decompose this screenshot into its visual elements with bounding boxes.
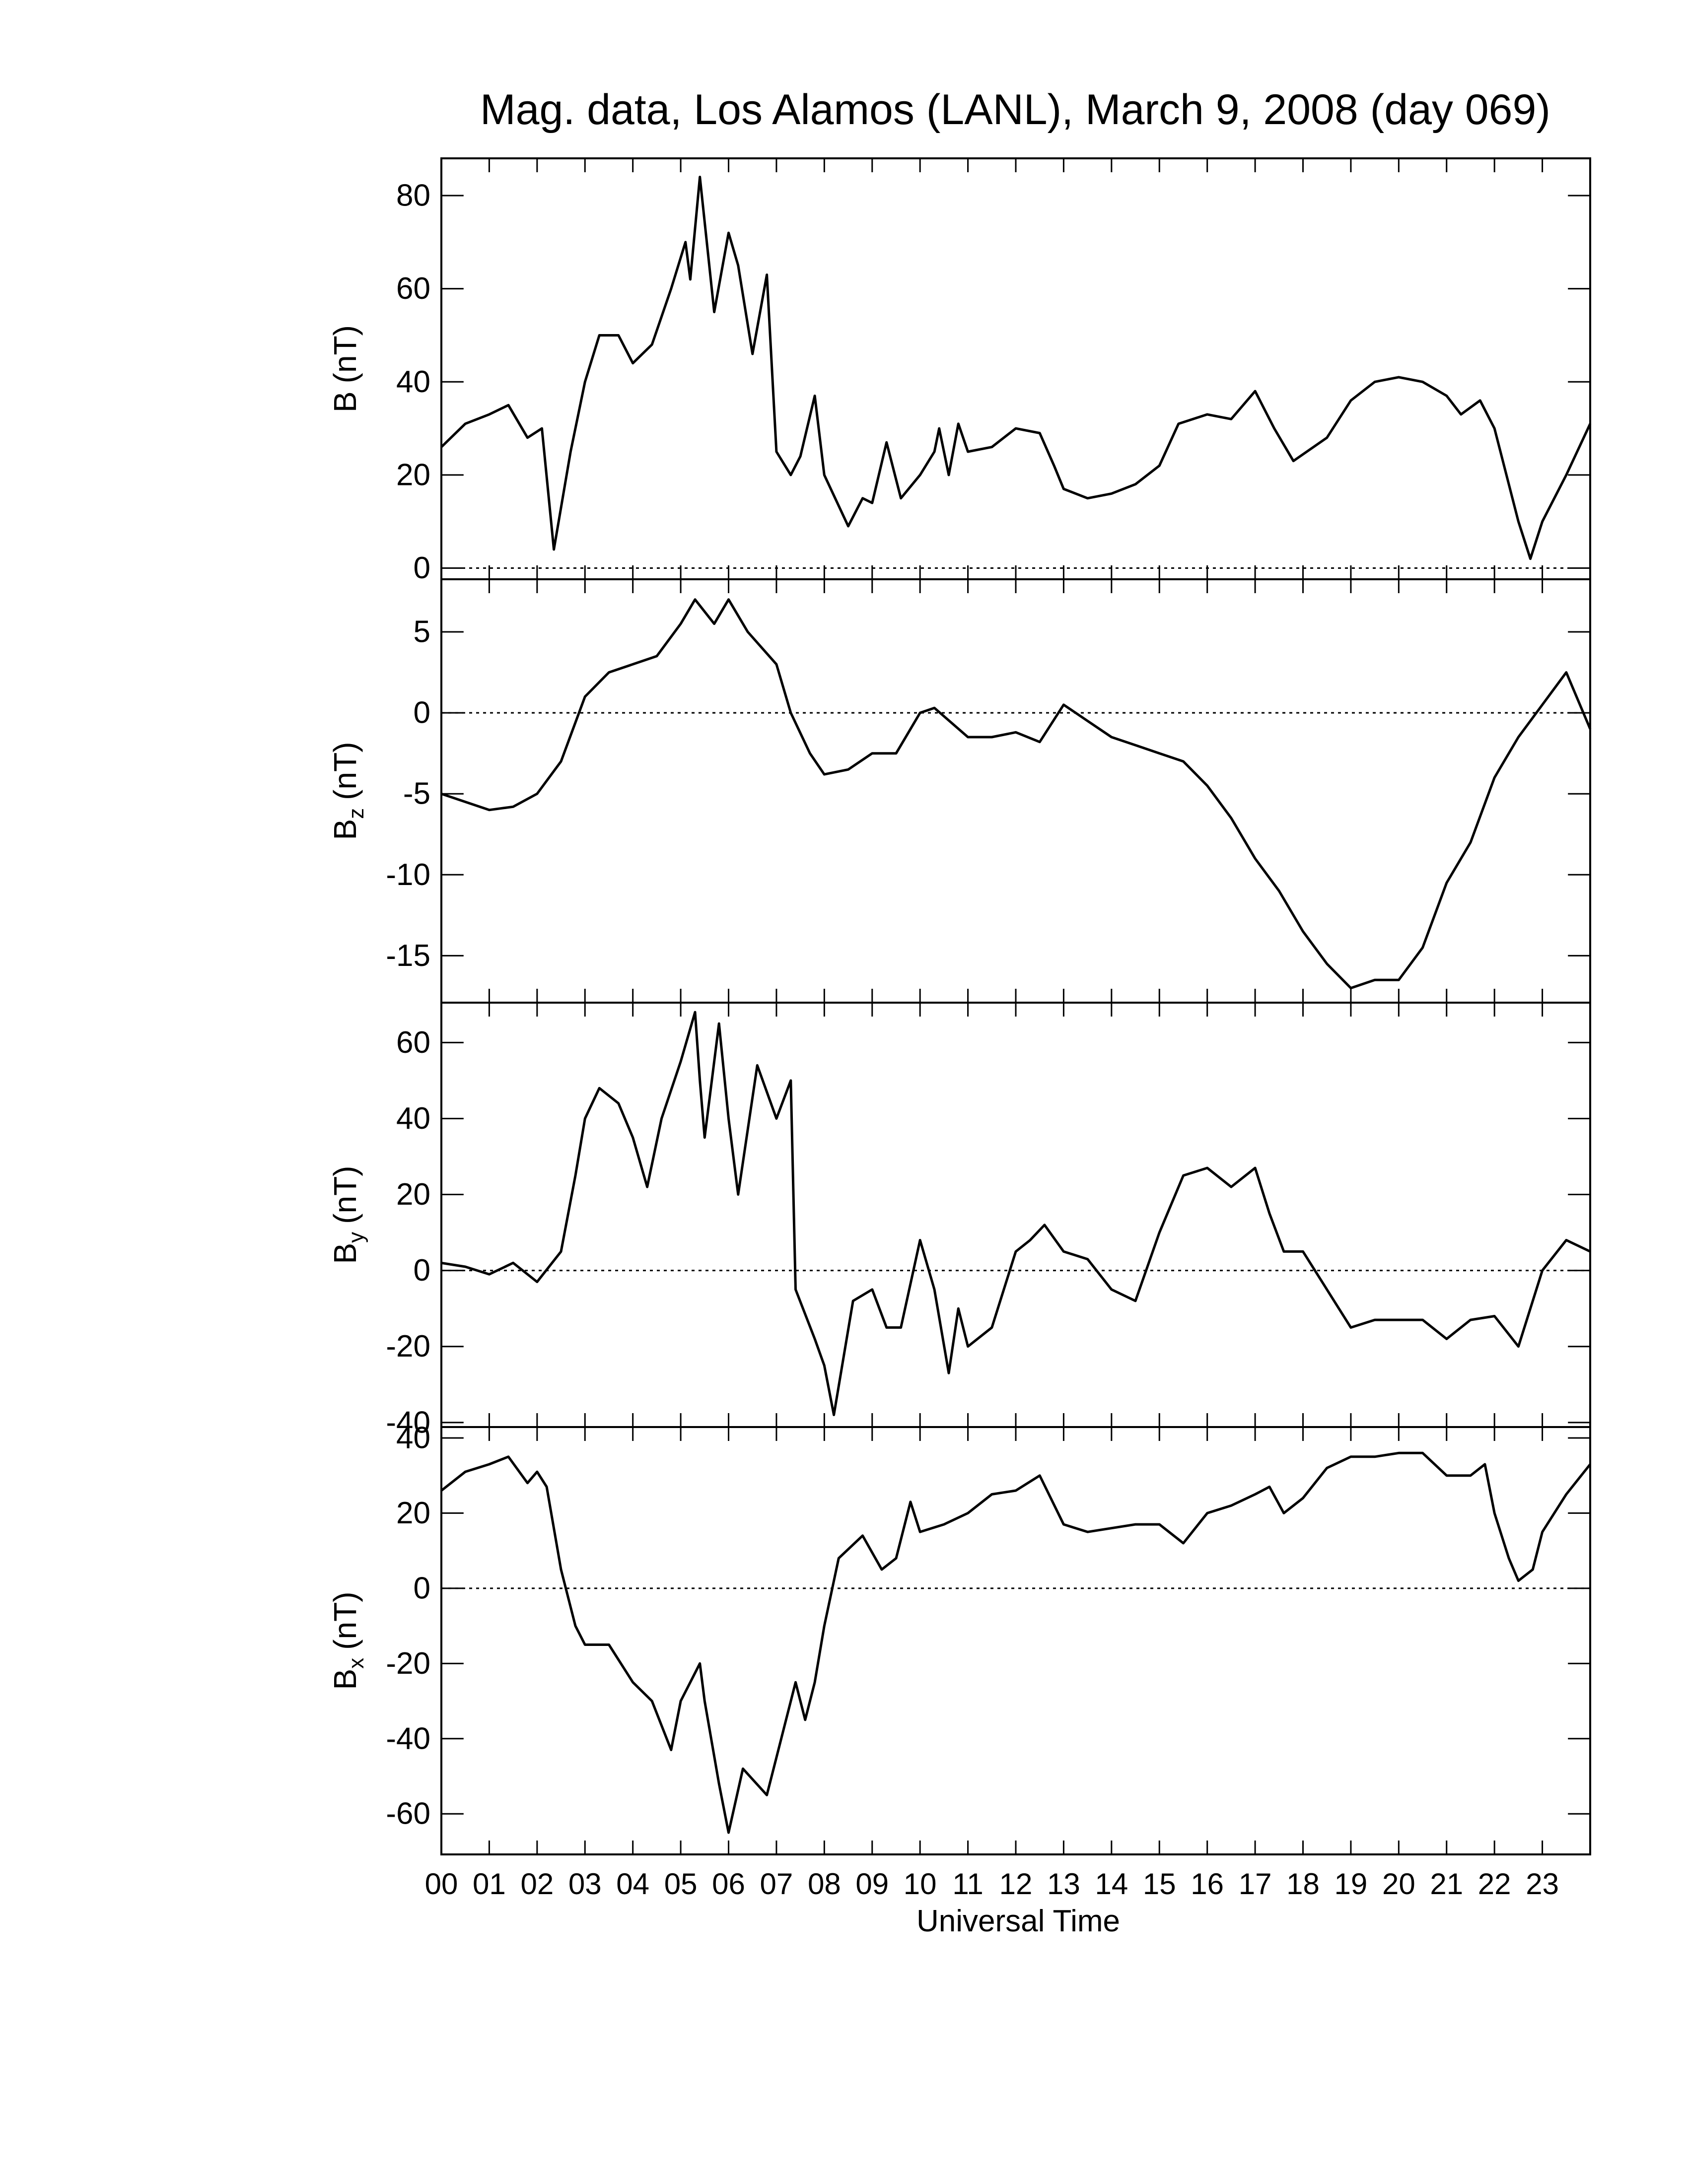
y-label-symbol: B [327, 819, 363, 840]
x-tick-label: 14 [1095, 1867, 1128, 1901]
y-tick-label: -15 [386, 939, 430, 973]
y-tick-label: 60 [396, 272, 430, 306]
x-tick-label: 19 [1335, 1867, 1368, 1901]
y-tick-label: 40 [396, 1101, 430, 1136]
x-tick-label: 15 [1143, 1867, 1176, 1901]
x-tick-label: 06 [712, 1867, 745, 1901]
x-tick-label: 02 [520, 1867, 554, 1901]
y-label-symbol: B [327, 391, 363, 412]
y-axis-label: By (nT) [327, 1166, 368, 1264]
y-label-unit: (nT) [327, 1166, 363, 1224]
data-line [441, 598, 1592, 990]
x-tick-label: 03 [568, 1867, 602, 1901]
y-tick-label: 20 [396, 458, 430, 492]
y-tick-label: -40 [386, 1721, 430, 1756]
y-tick-label: 40 [396, 365, 430, 399]
x-axis-label: Universal Time [916, 1904, 1120, 1938]
x-tick-label: 13 [1047, 1867, 1080, 1901]
x-tick-label: 23 [1526, 1867, 1559, 1901]
y-axis-label: Bz (nT) [327, 742, 368, 840]
x-tick-label: 12 [999, 1867, 1033, 1901]
x-tick-label: 20 [1382, 1867, 1415, 1901]
y-axis-label: B (nT) [327, 325, 363, 412]
y-tick-label: 20 [396, 1496, 430, 1530]
plot-frame [440, 578, 1591, 1004]
y-label-unit: (nT) [327, 742, 363, 800]
plot-frame [440, 1002, 1591, 1428]
x-tick-label: 18 [1286, 1867, 1320, 1901]
y-label-symbol: B [327, 1669, 363, 1690]
data-line [440, 1451, 1591, 1834]
x-tick-label: 22 [1478, 1867, 1511, 1901]
y-label-subscript: z [344, 808, 368, 819]
y-axis-label: Bx (nT) [327, 1592, 368, 1690]
y-label-subscript: x [344, 1658, 368, 1669]
y-tick-label: -10 [386, 858, 430, 892]
x-tick-label: 01 [473, 1867, 506, 1901]
y-tick-label: -5 [403, 777, 430, 811]
y-label-subscript: y [344, 1232, 368, 1243]
plot-frame [440, 157, 1591, 580]
y-tick-label: -20 [386, 1329, 430, 1364]
x-tick-label: 07 [760, 1867, 793, 1901]
y-tick-label: -60 [386, 1797, 430, 1831]
data-line [440, 176, 1592, 560]
y-tick-label: 80 [396, 179, 430, 213]
y-tick-label: 60 [396, 1025, 430, 1060]
data-line [441, 1011, 1591, 1416]
y-tick-label: 40 [396, 1421, 430, 1455]
y-tick-label: 0 [414, 551, 430, 585]
y-label-unit: (nT) [327, 1592, 363, 1650]
y-label-symbol: B [327, 1243, 363, 1264]
x-tick-label: 08 [808, 1867, 841, 1901]
x-tick-label: 10 [904, 1867, 937, 1901]
y-tick-label: 0 [414, 1253, 430, 1288]
y-tick-label: -40 [386, 1405, 430, 1439]
x-tick-label: 09 [855, 1867, 889, 1901]
y-tick-label: 0 [414, 696, 430, 730]
x-tick-label: 17 [1239, 1867, 1272, 1901]
y-tick-label: 20 [396, 1177, 430, 1212]
x-tick-label: 04 [616, 1867, 649, 1901]
x-tick-label: 16 [1191, 1867, 1224, 1901]
x-tick-label: 21 [1430, 1867, 1463, 1901]
chart-title: Mag. data, Los Alamos (LANL), March 9, 2… [480, 86, 1550, 134]
x-tick-label: 00 [425, 1867, 458, 1901]
x-tick-label: 05 [664, 1867, 698, 1901]
y-tick-label: -20 [386, 1646, 430, 1681]
y-tick-label: 5 [414, 615, 430, 649]
y-label-unit: (nT) [327, 325, 363, 383]
y-tick-label: 0 [414, 1571, 430, 1605]
x-tick-label: 11 [952, 1867, 983, 1901]
